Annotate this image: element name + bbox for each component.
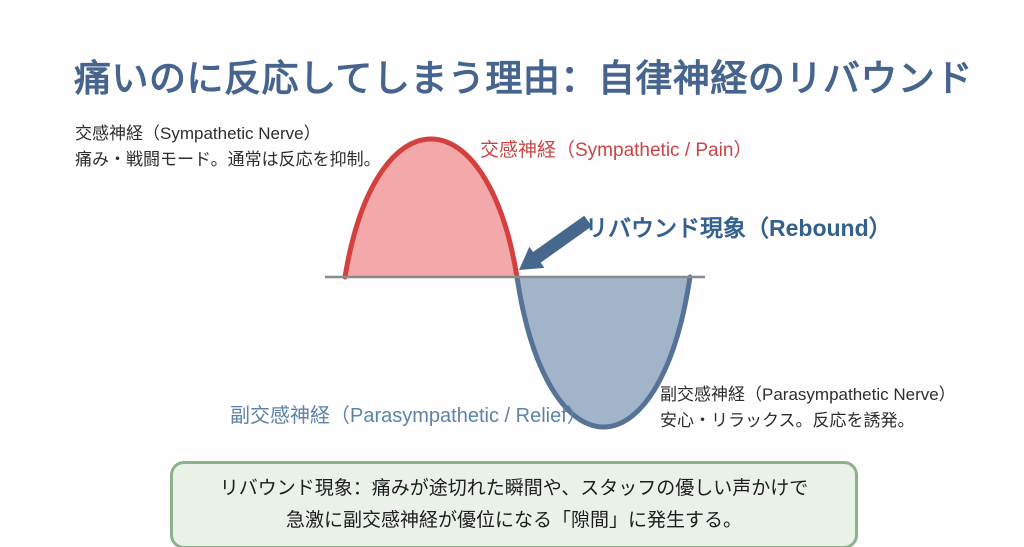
sympathetic-wave-area [345,139,517,277]
parasympathetic-note: 副交感神経（Parasympathetic Nerve） 安心・リラックス。反応… [660,382,956,433]
rebound-callout-line1: リバウンド現象：痛みが途切れた瞬間や、スタッフの優しい声かけで [219,478,809,499]
sympathetic-wave-label: 交感神経（Sympathetic / Pain） [480,140,753,161]
rebound-callout-box: リバウンド現象：痛みが途切れた瞬間や、スタッフの優しい声かけで 急激に副交感神経… [170,461,858,547]
sympathetic-note: 交感神経（Sympathetic Nerve） 痛み・戦闘モード。通常は反応を抑… [75,121,381,172]
rebound-label: リバウンド現象（Rebound） [585,215,892,241]
sympathetic-note-line1: 交感神経（Sympathetic Nerve） [75,124,321,143]
parasympathetic-wave-label: 副交感神経（Parasympathetic / Relief） [230,405,587,427]
parasympathetic-note-line2: 安心・リラックス。反応を誘発。 [660,410,915,430]
slide-title: 痛いのに反応してしまう理由：自律神経のリバウンド [74,58,973,99]
parasympathetic-wave-curve [514,274,693,430]
parasympathetic-wave-area [517,277,690,427]
sympathetic-note-line2: 痛み・戦闘モード。通常は反応を抑制。 [75,149,381,169]
rebound-callout-line2: 急激に副交感神経が優位になる「隙間」に発生する。 [285,509,742,531]
parasympathetic-note-line1: 副交感神経（Parasympathetic Nerve） [660,385,956,404]
sympathetic-wave-curve [342,136,520,280]
rebound-arrow-icon [519,215,592,270]
